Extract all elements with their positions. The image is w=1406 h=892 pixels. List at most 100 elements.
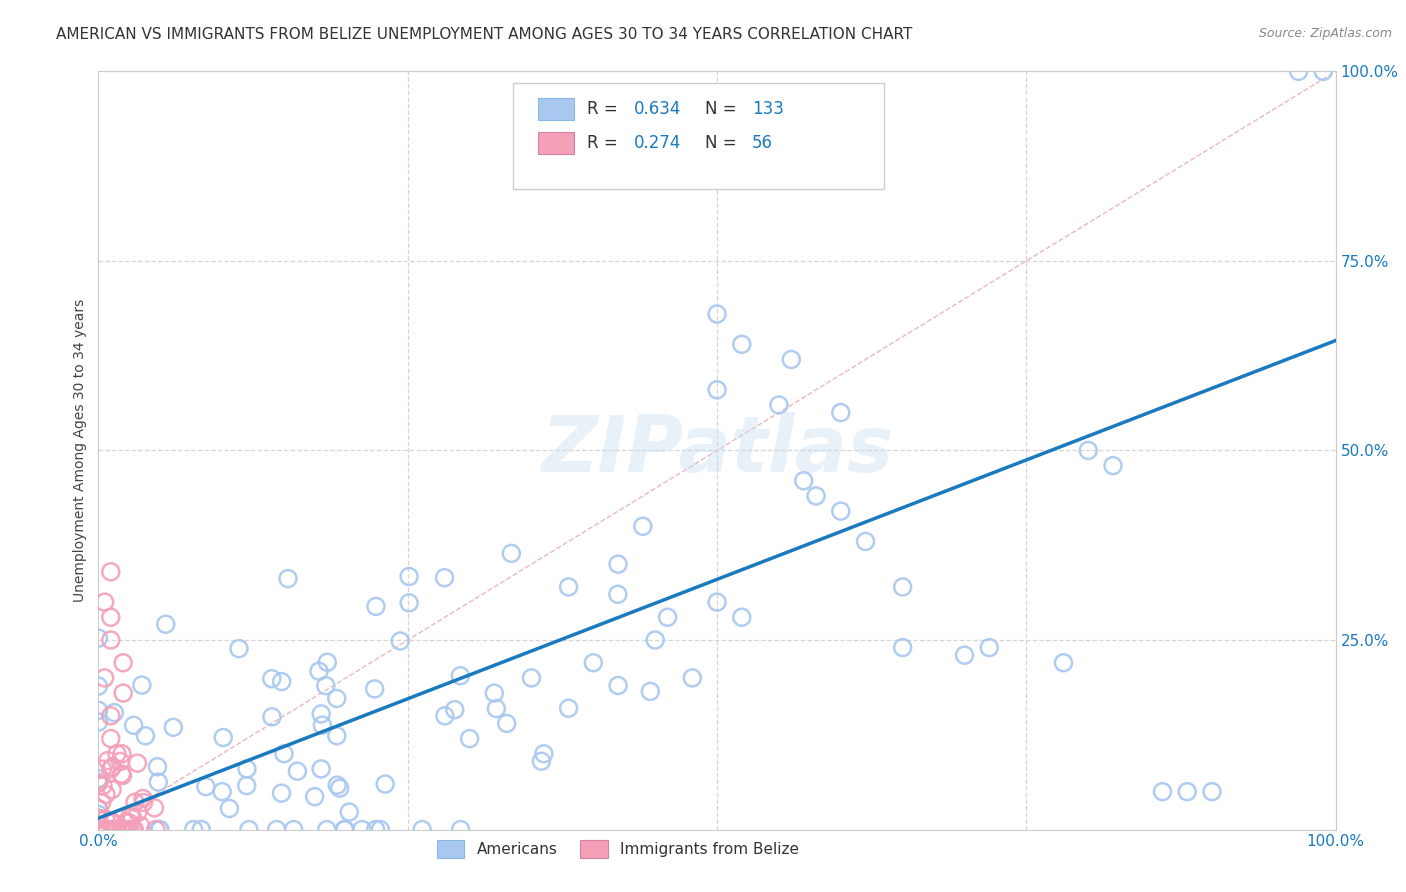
Point	[768, 398, 790, 412]
Point	[731, 337, 754, 351]
Point	[557, 580, 579, 594]
Point	[87, 775, 110, 789]
Point	[100, 731, 122, 746]
Point	[212, 731, 235, 745]
Point	[855, 534, 877, 549]
Point	[706, 307, 728, 321]
Point	[87, 811, 110, 825]
Point	[270, 674, 292, 689]
Point	[533, 747, 555, 761]
Point	[325, 691, 347, 706]
Point	[87, 802, 110, 816]
Point	[121, 810, 143, 824]
Point	[631, 519, 654, 533]
Point	[311, 718, 333, 732]
Point	[105, 822, 128, 837]
Point	[87, 822, 110, 837]
Point	[115, 815, 138, 830]
Point	[94, 813, 117, 827]
Point	[91, 762, 114, 776]
Point	[100, 565, 122, 579]
Point	[100, 708, 122, 723]
Point	[398, 596, 420, 610]
Point	[124, 795, 146, 809]
Point	[520, 671, 543, 685]
Point	[183, 822, 205, 837]
Point	[87, 822, 110, 837]
Point	[287, 764, 309, 779]
Point	[87, 822, 110, 837]
Point	[315, 679, 337, 693]
Point	[91, 779, 114, 793]
Point	[228, 641, 250, 656]
Point	[1288, 64, 1310, 78]
Point	[87, 822, 110, 837]
Point	[127, 805, 149, 820]
Text: N =: N =	[704, 135, 741, 153]
Point	[485, 701, 508, 715]
Point	[87, 631, 110, 645]
Point	[111, 747, 134, 761]
Point	[96, 822, 118, 837]
Point	[266, 822, 288, 837]
Point	[87, 822, 110, 837]
Point	[93, 595, 115, 609]
Point	[350, 822, 373, 837]
Point	[190, 822, 212, 837]
Point	[105, 747, 128, 761]
Point	[103, 706, 125, 720]
Y-axis label: Unemployment Among Ages 30 to 34 years: Unemployment Among Ages 30 to 34 years	[73, 299, 87, 602]
Point	[793, 474, 815, 488]
Point	[87, 822, 110, 837]
Point	[308, 664, 330, 678]
Point	[110, 767, 132, 781]
Point	[101, 759, 124, 773]
Text: R =: R =	[588, 135, 623, 153]
Point	[148, 822, 170, 837]
Point	[1102, 458, 1125, 473]
Point	[283, 822, 305, 837]
Point	[112, 686, 135, 700]
Point	[87, 703, 110, 717]
Point	[1152, 785, 1174, 799]
Point	[260, 710, 283, 724]
Point	[120, 808, 142, 822]
Point	[114, 822, 136, 837]
Point	[145, 822, 167, 837]
Point	[87, 822, 110, 837]
Point	[644, 633, 666, 648]
Point	[326, 778, 349, 792]
Point	[87, 822, 110, 837]
Point	[891, 640, 914, 655]
Point	[111, 768, 134, 782]
Point	[731, 610, 754, 624]
Point	[87, 822, 110, 837]
Text: 0.274: 0.274	[634, 135, 682, 153]
Point	[87, 807, 110, 822]
Point	[337, 805, 360, 819]
Point	[87, 822, 110, 837]
Point	[443, 703, 465, 717]
Point	[131, 678, 153, 692]
Text: N =: N =	[704, 100, 741, 119]
Point	[433, 571, 456, 585]
Text: ZIPatlas: ZIPatlas	[541, 412, 893, 489]
Point	[501, 546, 523, 560]
Point	[101, 782, 124, 797]
Point	[118, 822, 141, 837]
Point	[87, 715, 110, 730]
Point	[87, 822, 110, 837]
Point	[495, 716, 517, 731]
Point	[100, 633, 122, 648]
Point	[87, 822, 110, 837]
Point	[100, 610, 122, 624]
Point	[146, 760, 169, 774]
Point	[87, 772, 110, 786]
Point	[87, 822, 110, 837]
Point	[87, 822, 110, 837]
Point	[333, 822, 356, 837]
Point	[607, 557, 630, 572]
Point	[124, 822, 146, 837]
Point	[94, 788, 117, 802]
Point	[804, 489, 827, 503]
